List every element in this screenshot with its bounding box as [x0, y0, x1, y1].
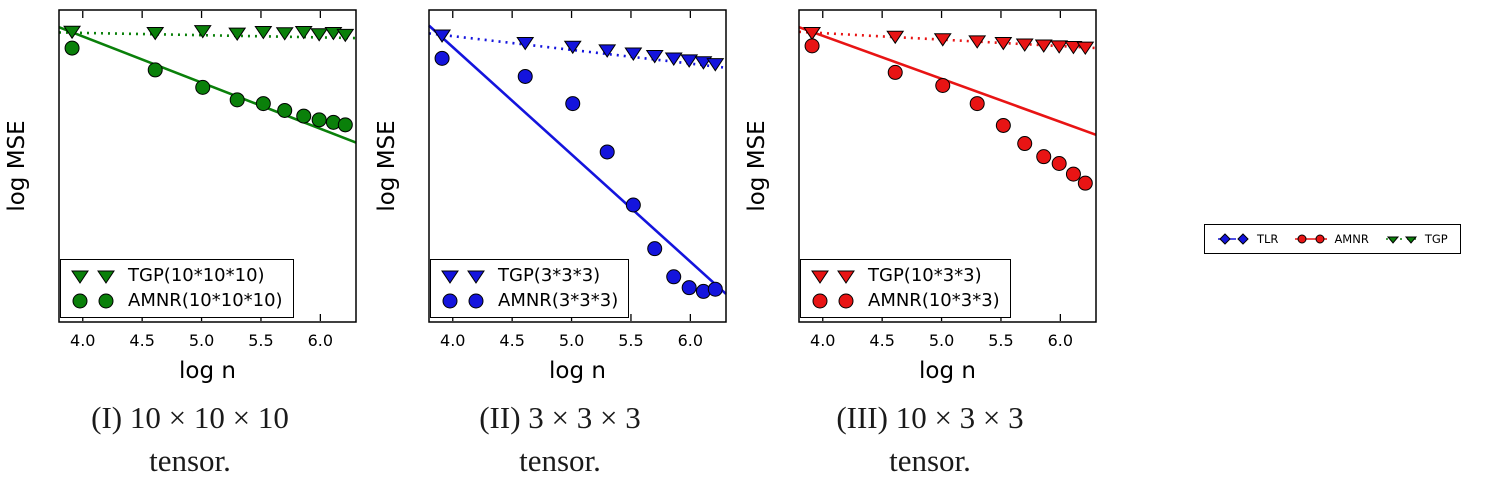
subplot-2: 4.0 4.5 5.0 5.5 6.0 log n log MSE TGP(3*3*3) A… — [374, 0, 746, 483]
plot-legend-2: TGP(3*3*3) AMNR(3*3*3) — [430, 259, 630, 318]
svg-text:4.0: 4.0 — [440, 331, 465, 350]
circle-marker-icon — [72, 293, 114, 309]
legend-entry-amnr: AMNR(10*10*10) — [67, 290, 283, 312]
caption-2: (II) 3 × 3 × 3 tensor. — [374, 396, 746, 483]
legend-entry-amnr: AMNR(3*3*3) — [437, 290, 618, 312]
caption-line: tensor. — [149, 443, 231, 479]
outer-legend-label: TLR — [1257, 232, 1279, 246]
svg-text:4.0: 4.0 — [810, 331, 835, 350]
plot-wrap-1: 4.0 4.5 5.0 5.5 6.0 log n log MSE TGP(10*10*10… — [4, 0, 376, 392]
plot-area-3: 4.0 4.5 5.0 5.5 6.0 log n log MSE — [744, 9, 1097, 384]
svg-text:5.5: 5.5 — [618, 331, 643, 350]
svg-text:5.0: 5.0 — [189, 331, 214, 350]
svg-text:log n: log n — [919, 358, 976, 384]
svg-text:log n: log n — [549, 358, 606, 384]
caption-line: (I) 10 × 10 × 10 — [91, 400, 289, 435]
svg-text:5.0: 5.0 — [929, 331, 954, 350]
legend-entry-tgp: TGP(10*10*10) — [67, 265, 283, 287]
outer-legend-entry-tlr: TLR — [1217, 232, 1278, 246]
svg-text:log MSE: log MSE — [374, 120, 400, 211]
svg-text:4.5: 4.5 — [129, 331, 154, 350]
outer-legend-label: AMNR — [1334, 232, 1369, 246]
caption-line: tensor. — [519, 443, 601, 479]
svg-text:log MSE: log MSE — [744, 120, 770, 211]
legend-label: TGP(10*3*3) — [868, 265, 982, 286]
triangle-down-icon — [71, 270, 115, 284]
legend-entry-amnr: AMNR(10*3*3) — [807, 290, 1000, 312]
caption-line: (II) 3 × 3 × 3 — [479, 400, 641, 435]
caption-line: (III) 10 × 3 × 3 — [836, 400, 1024, 435]
legend-entry-tgp: TGP(3*3*3) — [437, 265, 618, 287]
svg-text:4.5: 4.5 — [499, 331, 524, 350]
outer-legend-entry-amnr: AMNR — [1294, 232, 1369, 246]
legend-label: AMNR(10*10*10) — [128, 290, 283, 311]
plot-area-2: 4.0 4.5 5.0 5.5 6.0 log n log MSE — [374, 9, 727, 384]
subplot-3: 4.0 4.5 5.0 5.5 6.0 log n log MSE TGP(10*3*3) … — [744, 0, 1116, 483]
svg-text:5.5: 5.5 — [248, 331, 273, 350]
svg-text:4.0: 4.0 — [70, 331, 95, 350]
circle-solid-line-icon — [1295, 234, 1328, 244]
triangle-down-icon — [811, 270, 855, 284]
caption-1: (I) 10 × 10 × 10 tensor. — [4, 396, 376, 483]
triangle-dotted-line-icon — [1385, 236, 1418, 244]
outer-legend-entry-tgp: TGP — [1385, 232, 1448, 246]
plot-legend-3: TGP(10*3*3) AMNR(10*3*3) — [800, 259, 1011, 318]
svg-text:5.0: 5.0 — [559, 331, 584, 350]
legend-label: TGP(10*10*10) — [128, 265, 265, 286]
circle-marker-icon — [442, 293, 484, 309]
caption-3: (III) 10 × 3 × 3 tensor. — [744, 396, 1116, 483]
legend-label: AMNR(10*3*3) — [868, 290, 1000, 311]
svg-text:log n: log n — [179, 358, 236, 384]
subplot-1: 4.0 4.5 5.0 5.5 6.0 log n log MSE TGP(10*10*10… — [4, 0, 376, 483]
svg-text:6.0: 6.0 — [678, 331, 703, 350]
circle-marker-icon — [812, 293, 854, 309]
triangle-down-icon — [441, 270, 485, 284]
svg-text:6.0: 6.0 — [1048, 331, 1073, 350]
diamond-dashed-line-icon — [1218, 233, 1250, 245]
svg-text:4.5: 4.5 — [869, 331, 894, 350]
svg-text:log MSE: log MSE — [4, 120, 30, 211]
caption-line: tensor. — [889, 443, 971, 479]
outer-legend-label: TGP — [1424, 232, 1448, 246]
outer-legend: TLR AMNR TGP — [1204, 224, 1461, 254]
svg-text:6.0: 6.0 — [308, 331, 333, 350]
legend-label: AMNR(3*3*3) — [498, 290, 619, 311]
legend-label: TGP(3*3*3) — [498, 265, 601, 286]
svg-text:5.5: 5.5 — [988, 331, 1013, 350]
plot-wrap-2: 4.0 4.5 5.0 5.5 6.0 log n log MSE TGP(3*3*3) A… — [374, 0, 746, 392]
plot-wrap-3: 4.0 4.5 5.0 5.5 6.0 log n log MSE TGP(10*3*3) … — [744, 0, 1116, 392]
plot-legend-1: TGP(10*10*10) AMNR(10*10*10) — [60, 259, 294, 318]
plot-area-1: 4.0 4.5 5.0 5.5 6.0 log n log MSE — [4, 9, 357, 384]
legend-entry-tgp: TGP(10*3*3) — [807, 265, 1000, 287]
